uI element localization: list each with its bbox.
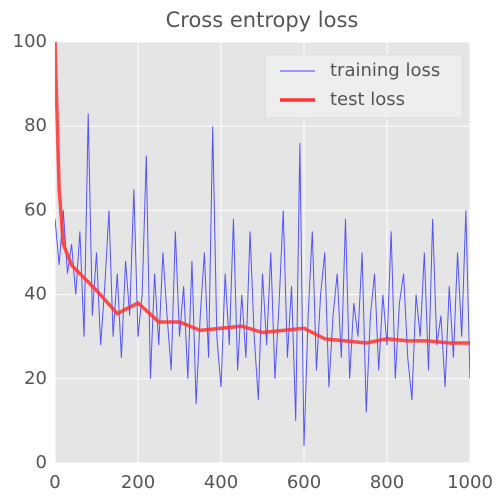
x-tick-label: 1000 bbox=[447, 472, 493, 493]
x-tick-label: 400 bbox=[204, 472, 238, 493]
legend-label: training loss bbox=[330, 60, 440, 81]
x-tick-label: 0 bbox=[49, 472, 60, 493]
y-tick-label: 40 bbox=[24, 284, 47, 305]
y-tick-label: 100 bbox=[13, 31, 47, 52]
legend-label: test loss bbox=[330, 89, 405, 110]
x-tick-label: 600 bbox=[287, 472, 321, 493]
legend-box bbox=[264, 54, 463, 119]
series-line bbox=[55, 42, 470, 345]
y-tick-label: 0 bbox=[36, 452, 47, 473]
chart-title: Cross entropy loss bbox=[166, 8, 359, 32]
y-tick-label: 80 bbox=[24, 115, 47, 136]
x-tick-label: 800 bbox=[370, 472, 404, 493]
y-tick-label: 20 bbox=[24, 368, 47, 389]
y-tick-label: 60 bbox=[24, 199, 47, 220]
series-line bbox=[55, 113, 470, 447]
x-tick-label: 200 bbox=[121, 472, 155, 493]
